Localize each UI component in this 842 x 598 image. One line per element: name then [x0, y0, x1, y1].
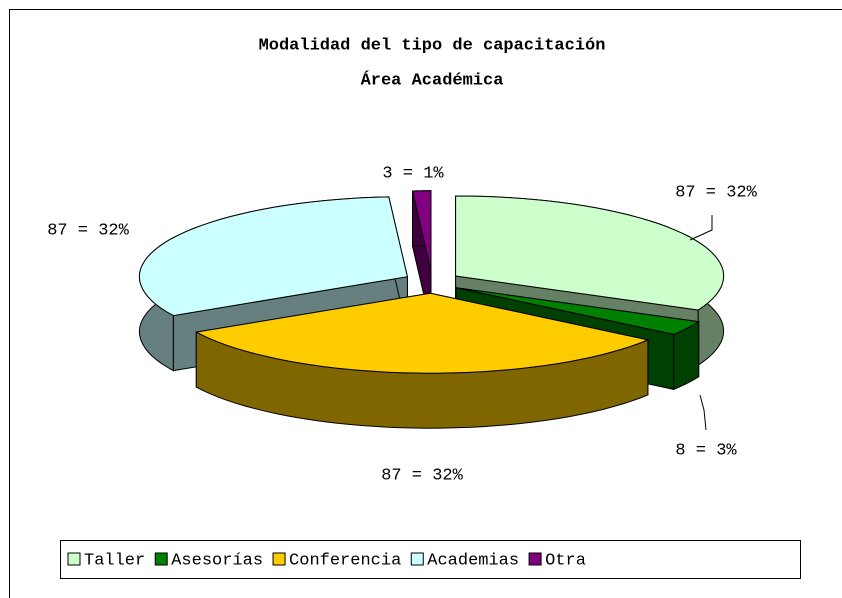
slice — [411, 190, 432, 326]
data-label: 87 = 32% — [675, 183, 757, 202]
legend-label: Academias — [427, 551, 519, 570]
legend-label: Otra — [545, 551, 586, 570]
slice-top — [194, 292, 650, 374]
chart-subtitle: Área Académica — [361, 70, 504, 90]
legend-swatch — [154, 552, 168, 566]
data-label: 87 = 32% — [381, 466, 463, 485]
legend-label: Asesorías — [171, 551, 263, 570]
chart-title: Modalidad del tipo de capacitación — [259, 36, 606, 55]
slice-top — [455, 287, 701, 335]
leader-line — [689, 215, 713, 241]
legend-label: Conferencia — [289, 551, 401, 570]
legend-swatch — [272, 552, 286, 566]
slice-top — [411, 190, 432, 271]
legend-box — [60, 540, 801, 579]
data-label: 3 = 1% — [382, 164, 444, 183]
legend-swatch — [410, 552, 424, 566]
legend-label: Taller — [84, 551, 145, 570]
data-label: 8 = 3% — [675, 441, 737, 460]
data-label: 87 = 32% — [47, 221, 129, 240]
slice — [194, 292, 650, 429]
slice-top — [455, 195, 725, 311]
leader-line — [699, 394, 707, 431]
slice-top — [138, 196, 409, 317]
legend-swatch — [67, 552, 81, 566]
legend-swatch — [528, 552, 542, 566]
